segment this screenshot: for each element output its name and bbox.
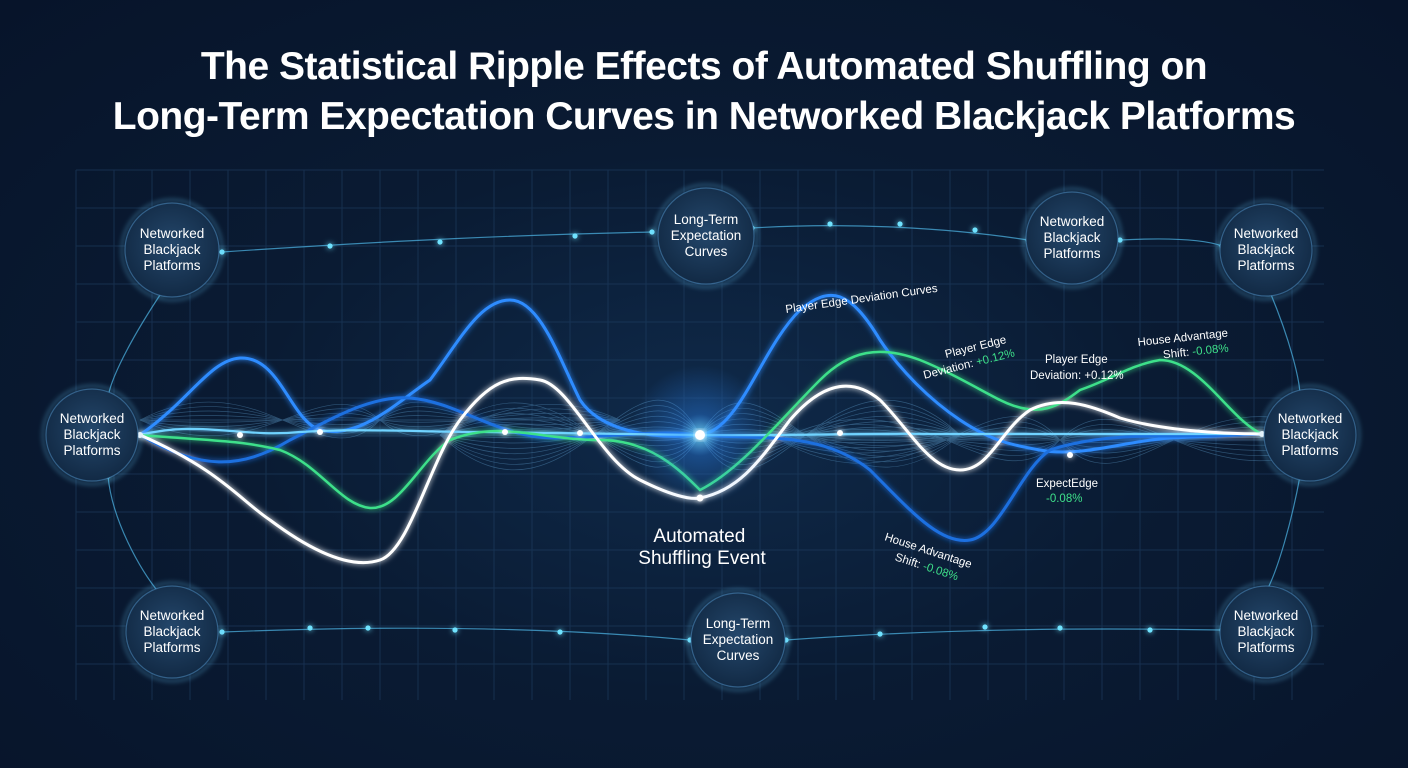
svg-text:-0.08%: -0.08% [1046,493,1082,505]
ripple-line [139,415,621,425]
node-top-right: Networked Blackjack Platforms [1215,199,1317,301]
node-halo [120,198,224,302]
junction-dot [1067,452,1073,458]
link-dot [897,221,903,227]
node-circle [45,388,139,482]
title-line-2: Long-Term Expectation Curves in Networke… [112,95,1296,138]
node-circle [657,187,755,285]
network-links [107,225,1301,641]
link-top-right-to-mid-right [1269,291,1301,397]
link-dot [877,631,883,637]
node-bottom-center: Long-Term Expectation Curves [686,588,790,692]
node-label: Networked Blackjack Platforms [1040,214,1105,261]
junction-dot [317,429,323,435]
ripple-line [139,412,621,428]
node-top-center: Long-Term Expectation Curves [653,183,759,289]
node-mid-left: Networked Blackjack Platforms [41,384,143,486]
ripple-line [779,434,1341,446]
node-halo [686,588,790,692]
node-top-left: Networked Blackjack Platforms [120,198,224,302]
ripple-line [139,403,621,437]
annotation-player-edge-1: Player Edge Deviation: +0.12% [922,334,1016,382]
node-halo [1259,384,1361,486]
link-dot [972,227,978,233]
node-label: Networked Blackjack Platforms [140,226,205,273]
network-nodes: Networked Blackjack Platforms Long-Term Expe… [41,183,1361,692]
link-dot [827,221,833,227]
ripple-line [779,426,1341,454]
node-top-right-inner: Networked Blackjack Platforms [1021,187,1123,289]
node-circle [1025,191,1119,285]
link-top-center-to-top-right-inner [751,225,1029,241]
node-label: Long-Term Expectation Curves [671,212,742,259]
node-bottom-right: Networked Blackjack Platforms [1215,581,1317,683]
ripple-line [779,419,1341,461]
node-halo [1215,581,1317,683]
node-circle [1219,585,1313,679]
node-halo [653,183,759,289]
node-circle [1263,388,1357,482]
ripple-line [139,406,621,434]
link-bottom-left-to-bottom-center [221,627,691,641]
link-top-left-to-mid-left [107,291,163,399]
link-mid-left-to-bottom-left [107,475,161,595]
title-line-1: The Statistical Ripple Effects of Automa… [200,45,1208,88]
junction-dot [837,430,843,436]
node-label: Networked Blackjack Platforms [140,608,205,655]
node-halo [1021,187,1123,289]
node-circle [1219,203,1313,297]
ripple-line [779,424,1341,456]
node-label: Networked Blackjack Platforms [1234,226,1299,273]
junction-dot [237,432,243,438]
link-dot [307,625,313,631]
node-circle [690,592,786,688]
node-halo [41,384,143,486]
annotation-player-edge-curves: Player Edge Deviation Curves [785,283,939,316]
ripple-line [779,421,1341,459]
link-mid-right-to-bottom-right [1265,475,1301,593]
annotation-player-edge-2: Player Edge Deviation: +0.12% [1030,354,1124,382]
link-top-right-inner-to-top-right [1119,238,1223,247]
junction-dot [696,494,704,502]
page-title: The Statistical Ripple Effects of Automa… [0,42,1408,142]
link-dot [327,243,333,249]
ripple-line [779,437,1341,443]
svg-text:Player Edge: Player Edge [1045,354,1108,366]
node-halo [1215,199,1317,301]
node-label: Networked Blackjack Platforms [60,411,125,458]
link-top-left-to-top-center [221,231,653,253]
node-circle [124,202,220,298]
center-event-label: Automated Shuffling Event [638,526,766,569]
link-dot [1147,627,1153,633]
node-label: Networked Blackjack Platforms [1278,411,1343,458]
node-label: Long-Term Expectation Curves [703,616,774,663]
node-circle [125,585,219,679]
link-dot [437,239,443,245]
node-label: Networked Blackjack Platforms [1234,608,1299,655]
ripple-line [779,429,1341,451]
annotation-expected-edge: ExpectEdge -0.08% [1036,478,1098,505]
link-dot [557,629,563,635]
junction-dot [502,429,508,435]
ripple-line [139,417,621,423]
svg-text:Shift: -0.08%: Shift: -0.08% [1162,343,1229,362]
node-bottom-left: Networked Blackjack Platforms [121,581,223,683]
shuffle-event-core [695,430,705,440]
junction-dot [577,430,583,436]
ripple-line [139,408,621,432]
ripple-line [779,416,1341,464]
link-dot [649,229,655,235]
ripple-line [139,410,621,430]
link-bottom-center-to-bottom-right [785,628,1223,641]
link-dot [365,625,371,631]
link-dot [1057,625,1063,631]
link-dot [572,233,578,239]
svg-text:Deviation: +0.12%: Deviation: +0.12% [1030,370,1124,382]
svg-text:ExpectEdge: ExpectEdge [1036,478,1098,490]
node-mid-right: Networked Blackjack Platforms [1259,384,1361,486]
link-dot [982,624,988,630]
node-halo [121,581,223,683]
link-dot [452,627,458,633]
